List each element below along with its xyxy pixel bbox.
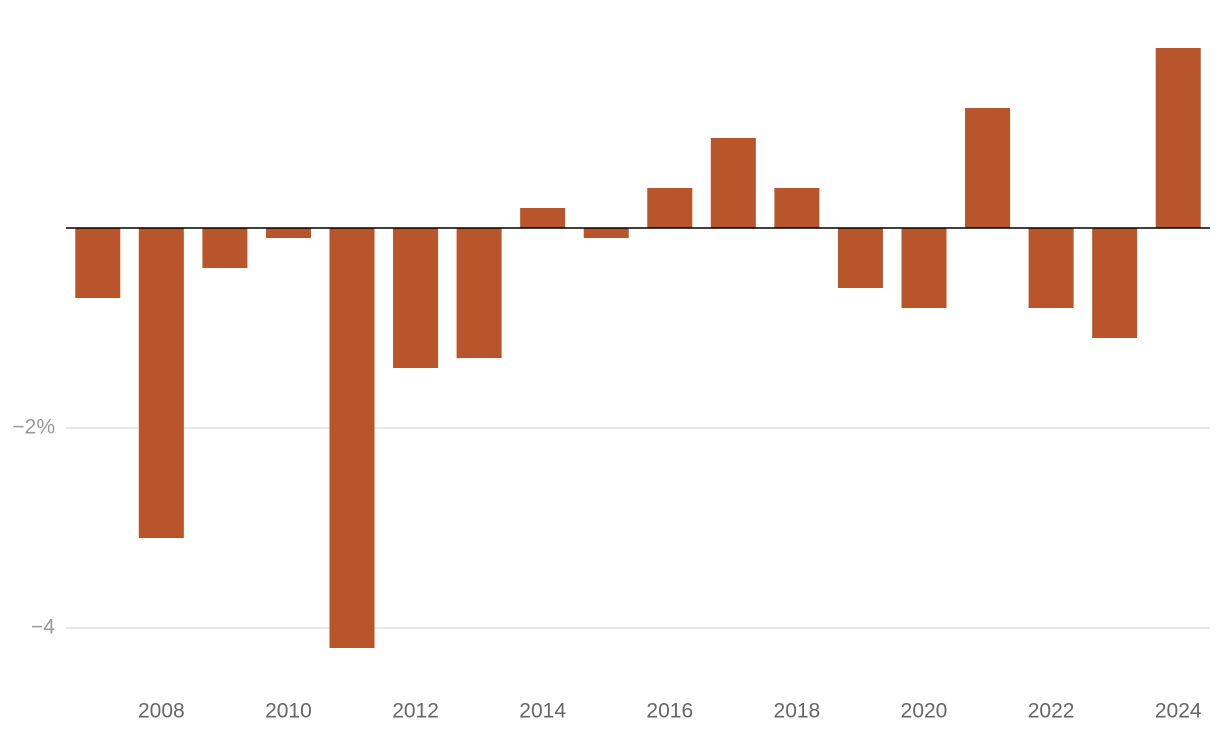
bar xyxy=(583,228,629,238)
bar xyxy=(837,228,883,288)
bar xyxy=(138,228,184,538)
bar xyxy=(965,108,1011,228)
x-tick-label: 2024 xyxy=(1155,700,1202,723)
x-tick-label: 2010 xyxy=(265,700,312,723)
x-tick-label: 2008 xyxy=(138,700,185,723)
bar xyxy=(710,138,756,228)
bar xyxy=(520,208,566,228)
y-tick-label: −2% xyxy=(12,416,55,439)
x-tick-label: 2022 xyxy=(1028,700,1075,723)
x-tick-label: 2020 xyxy=(901,700,948,723)
bar xyxy=(1028,228,1074,308)
bar xyxy=(393,228,439,368)
bar xyxy=(329,228,375,648)
bar xyxy=(901,228,947,308)
x-tick-label: 2018 xyxy=(774,700,821,723)
bar xyxy=(1092,228,1138,338)
y-tick-label: −4 xyxy=(31,616,55,639)
bar xyxy=(774,188,820,228)
x-tick-label: 2014 xyxy=(519,700,566,723)
x-tick-label: 2016 xyxy=(646,700,693,723)
bar xyxy=(456,228,502,358)
bar xyxy=(75,228,121,298)
bar xyxy=(647,188,693,228)
bar xyxy=(265,228,311,238)
x-tick-label: 2012 xyxy=(392,700,439,723)
bar xyxy=(1155,48,1201,228)
bar xyxy=(202,228,248,268)
